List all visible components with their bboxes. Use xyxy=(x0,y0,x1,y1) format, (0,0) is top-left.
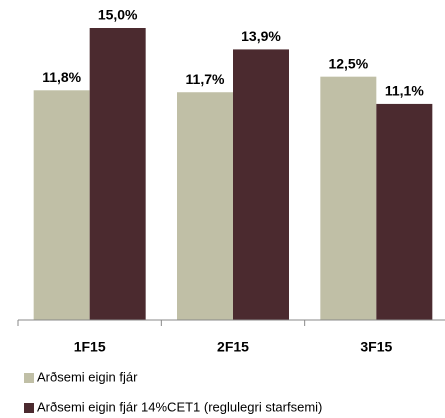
value-label: 11,1% xyxy=(385,83,424,99)
bar xyxy=(177,92,233,321)
value-label: 15,0% xyxy=(98,7,138,23)
value-label: 12,5% xyxy=(328,55,368,71)
bar xyxy=(376,103,433,320)
x-tick-label: 2F15 xyxy=(217,339,249,355)
legend-label: Arðsemi eigin fjár 14%CET1 (reglulegri s… xyxy=(37,399,322,414)
bar xyxy=(233,49,289,321)
bar xyxy=(89,28,146,320)
value-label: 11,8% xyxy=(42,69,81,85)
legend-label: Arðsemi eigin fjár xyxy=(37,369,138,384)
value-label: 11,7% xyxy=(186,71,225,87)
bar xyxy=(320,76,377,321)
legend-swatch xyxy=(24,403,34,413)
x-tick-label: 1F15 xyxy=(74,339,106,355)
legend-swatch xyxy=(24,373,34,383)
x-tick-label: 3F15 xyxy=(360,339,392,355)
bar xyxy=(33,90,90,320)
value-label: 13,9% xyxy=(241,28,281,44)
